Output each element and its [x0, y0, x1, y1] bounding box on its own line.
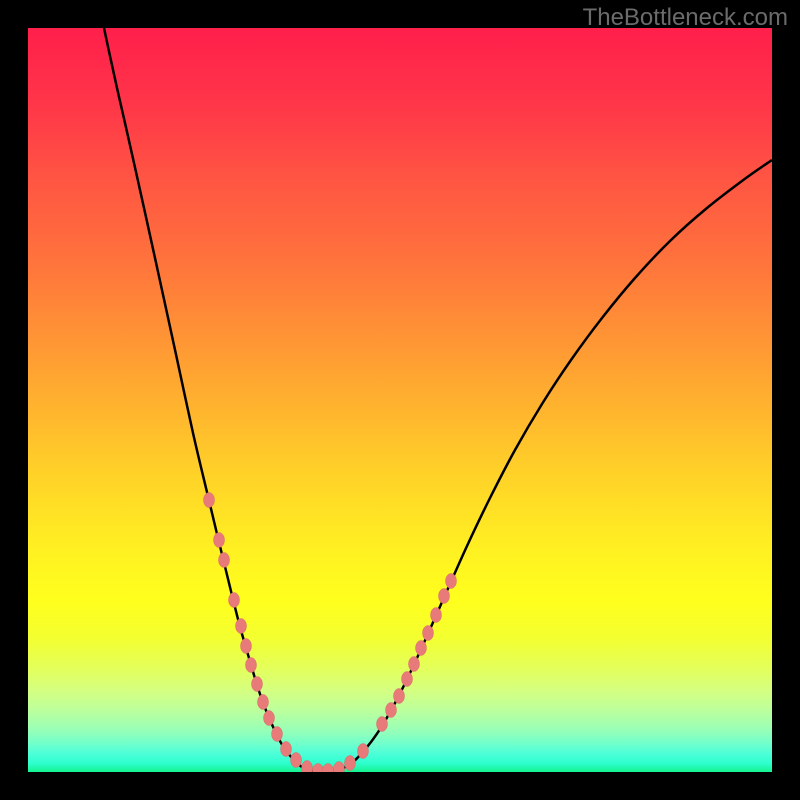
- data-marker: [281, 742, 292, 757]
- data-marker: [219, 553, 230, 568]
- data-marker: [272, 727, 283, 742]
- data-marker: [246, 658, 257, 673]
- data-marker: [252, 677, 263, 692]
- data-marker: [439, 589, 450, 604]
- data-marker: [431, 608, 442, 623]
- data-marker: [446, 574, 457, 589]
- data-marker: [204, 493, 215, 508]
- data-marker: [394, 689, 405, 704]
- watermark-text: TheBottleneck.com: [583, 4, 788, 32]
- data-marker: [423, 626, 434, 641]
- data-markers: [28, 28, 772, 772]
- data-marker: [302, 761, 313, 773]
- data-marker: [409, 657, 420, 672]
- data-marker: [323, 764, 334, 773]
- data-marker: [291, 753, 302, 768]
- data-marker: [313, 764, 324, 773]
- data-marker: [241, 639, 252, 654]
- data-marker: [416, 641, 427, 656]
- data-marker: [214, 533, 225, 548]
- data-marker: [258, 695, 269, 710]
- data-marker: [358, 744, 369, 759]
- data-marker: [377, 717, 388, 732]
- data-marker: [236, 619, 247, 634]
- data-marker: [334, 762, 345, 773]
- data-marker: [386, 703, 397, 718]
- data-marker: [264, 711, 275, 726]
- data-marker: [402, 672, 413, 687]
- plot-area: [28, 28, 772, 772]
- data-marker: [345, 756, 356, 771]
- data-marker: [229, 593, 240, 608]
